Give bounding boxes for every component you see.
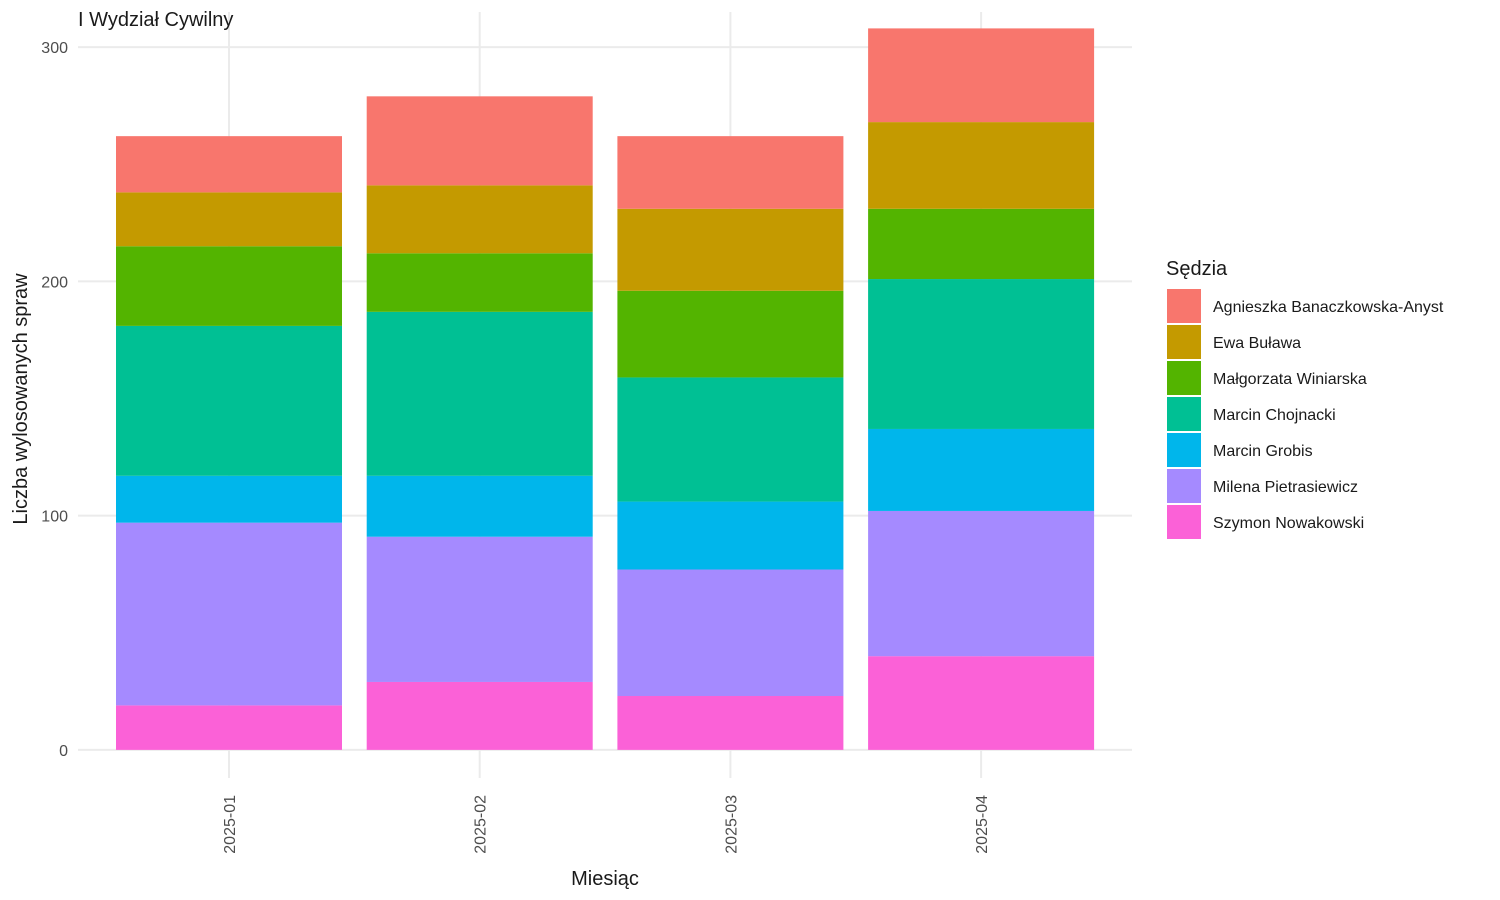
bar-segment bbox=[617, 136, 844, 209]
bar-segment bbox=[366, 96, 593, 186]
x-tick-label: 2025-04 bbox=[974, 795, 991, 854]
legend-label: Agnieszka Banaczkowska-Anyst bbox=[1213, 299, 1444, 316]
legend-label: Marcin Chojnacki bbox=[1213, 407, 1336, 424]
y-tick-label: 200 bbox=[41, 274, 68, 291]
bar-segment bbox=[868, 122, 1095, 209]
x-tick-label: 2025-02 bbox=[473, 795, 490, 854]
y-tick-label: 300 bbox=[41, 40, 68, 57]
bar-segment bbox=[366, 253, 593, 312]
x-tick-label: 2025-01 bbox=[222, 795, 239, 854]
legend-key bbox=[1167, 505, 1201, 539]
y-tick-label: 0 bbox=[59, 743, 68, 760]
bar-segment bbox=[868, 428, 1095, 511]
x-axis-title: Miesiąc bbox=[571, 868, 639, 890]
legend-label: Szymon Nowakowski bbox=[1213, 515, 1364, 532]
legend-label: Małgorzata Winiarska bbox=[1213, 371, 1367, 388]
bar-segment bbox=[116, 246, 342, 326]
bars bbox=[116, 28, 1095, 750]
bar-segment bbox=[366, 475, 593, 537]
x-tick-label: 2025-03 bbox=[723, 795, 740, 854]
bar-segment bbox=[617, 290, 844, 378]
legend-key bbox=[1167, 325, 1201, 359]
bar-segment bbox=[116, 475, 342, 523]
bar-segment bbox=[617, 208, 844, 291]
y-axis-title: Liczba wylosowanych spraw bbox=[10, 273, 32, 525]
bar-segment bbox=[116, 325, 342, 476]
legend: Sędzia Agnieszka Banaczkowska-Anyst Ewa B… bbox=[1166, 258, 1444, 539]
legend-label: Milena Pietrasiewicz bbox=[1213, 479, 1358, 496]
bar-segment bbox=[366, 681, 593, 750]
bar-segment bbox=[366, 311, 593, 476]
bar-segment bbox=[116, 192, 342, 247]
bar-segment bbox=[868, 28, 1095, 123]
bar-segment bbox=[868, 656, 1095, 750]
legend-key bbox=[1167, 433, 1201, 467]
bar-segment bbox=[868, 510, 1095, 657]
legend-items: Agnieszka Banaczkowska-Anyst Ewa Buława Ma… bbox=[1167, 289, 1444, 539]
bar-segment bbox=[617, 569, 844, 697]
legend-key bbox=[1167, 289, 1201, 323]
bar-segment bbox=[617, 696, 844, 750]
bar-segment bbox=[116, 705, 342, 750]
bar-segment bbox=[116, 136, 342, 193]
legend-label: Ewa Buława bbox=[1213, 335, 1301, 352]
x-axis-tick-labels: 2025-01 2025-02 2025-03 2025-04 bbox=[222, 795, 991, 854]
y-tick-label: 100 bbox=[41, 509, 68, 526]
bar-segment bbox=[617, 377, 844, 502]
legend-key bbox=[1167, 361, 1201, 395]
chart-title: I Wydział Cywilny bbox=[78, 9, 233, 31]
bar-segment bbox=[116, 522, 342, 706]
y-axis-tick-labels: 0 100 200 300 bbox=[41, 40, 68, 760]
legend-key bbox=[1167, 469, 1201, 503]
bar-segment bbox=[868, 208, 1095, 280]
legend-label: Marcin Grobis bbox=[1213, 443, 1313, 460]
legend-key bbox=[1167, 397, 1201, 431]
bar-segment bbox=[868, 279, 1095, 429]
bar-segment bbox=[366, 536, 593, 682]
bar-segment bbox=[617, 501, 844, 570]
legend-title: Sędzia bbox=[1166, 258, 1228, 280]
bar-segment bbox=[366, 185, 593, 254]
